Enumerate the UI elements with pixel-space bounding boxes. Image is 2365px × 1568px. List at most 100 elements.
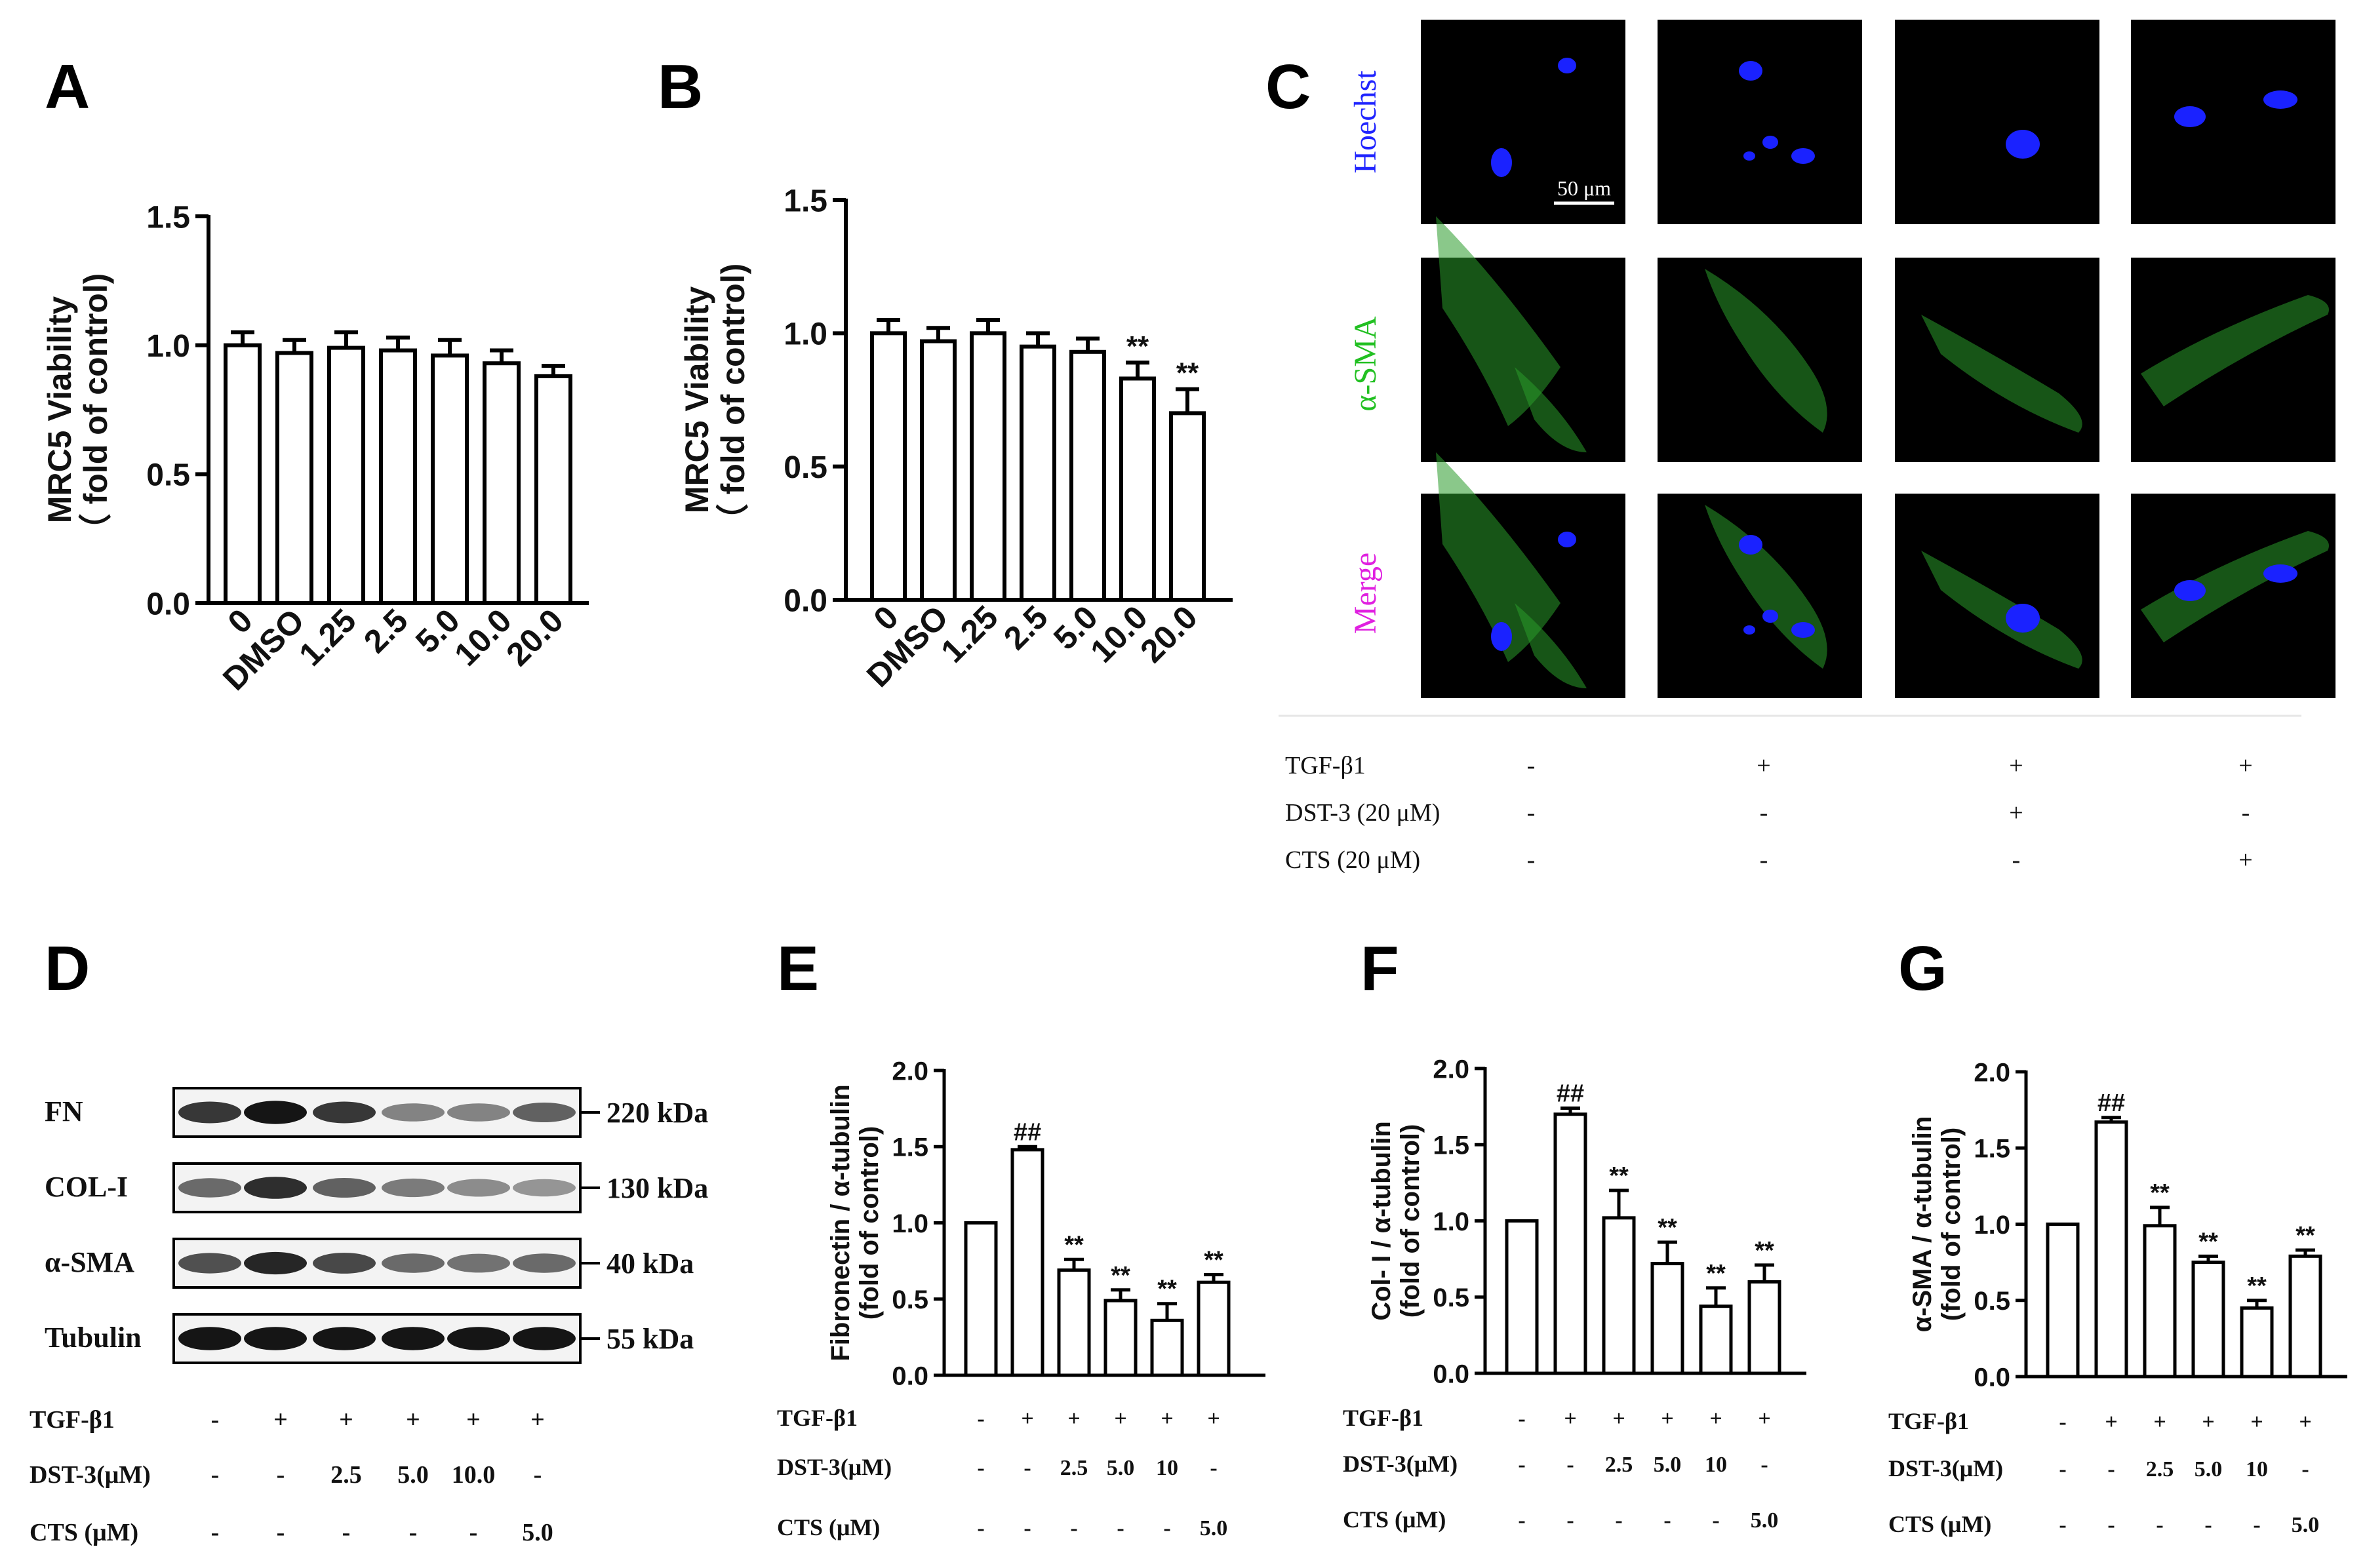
treatment-value: 2.5: [1605, 1453, 1633, 1477]
y-axis-label-unit: (fold of control): [855, 1126, 884, 1320]
treatment-value: +: [1161, 1407, 1173, 1431]
bar: [2288, 1254, 2322, 1379]
y-tick-label: 0.0: [1433, 1360, 1469, 1388]
x-category-label: 2.5: [357, 602, 415, 660]
x-category-label: 20.0: [1133, 598, 1204, 669]
protein-band: [382, 1103, 445, 1122]
panel-letter-e: E: [777, 933, 819, 1004]
protein-band: [447, 1179, 510, 1197]
treatment-label: CTS (μM): [1888, 1511, 1991, 1537]
significance-label: **: [2247, 1272, 2267, 1300]
treatment-value: -: [2242, 799, 2250, 827]
protein-band: [447, 1253, 510, 1273]
treatment-value: +: [1709, 1407, 1722, 1431]
panel-letter-b: B: [658, 52, 703, 122]
nucleus: [1762, 136, 1778, 149]
treatment-label: TGF-β1: [1285, 752, 1366, 779]
bar: [920, 339, 957, 602]
sma-fibre: [1436, 452, 1560, 662]
y-axis-label-unit: (fold of control): [1396, 1124, 1425, 1318]
significance-label: **: [1204, 1247, 1223, 1274]
treatment-value: 5.0: [1654, 1453, 1682, 1477]
y-tick-label: 0.5: [146, 458, 190, 493]
significance-label: **: [1176, 357, 1199, 389]
treatment-label: DST-3 (20 μM): [1285, 799, 1440, 827]
western-blot-panel-d: FN 220 kDa COL-I 130 kDa α-SMA 40 kDa Tubulin 5…: [30, 1087, 708, 1546]
treatment-value: -: [1760, 799, 1768, 827]
protein-band: [313, 1253, 376, 1274]
treatment-value: +: [339, 1406, 353, 1434]
y-tick-label: 1.5: [892, 1133, 928, 1162]
protein-band: [313, 1178, 376, 1198]
treatment-value: 10: [2246, 1457, 2268, 1481]
y-tick-label: 0.5: [784, 450, 827, 485]
micrograph-tile: [1658, 20, 1862, 224]
treatment-value: +: [1564, 1407, 1576, 1431]
y-tick-label: 1.5: [146, 200, 190, 235]
nucleus: [1743, 625, 1755, 635]
y-axis-label-unit: （ fold of control): [77, 273, 114, 547]
nucleus: [2006, 130, 2040, 159]
treatment-value: +: [1021, 1407, 1033, 1431]
protein-band: [244, 1177, 307, 1199]
sma-fibre: [1515, 367, 1587, 452]
treatment-value: -: [2012, 846, 2021, 874]
bar: [970, 331, 1006, 602]
significance-label: **: [1157, 1276, 1177, 1303]
significance-label: **: [2150, 1179, 2170, 1207]
y-tick-label: 0.5: [1433, 1284, 1469, 1312]
treatment-value: -: [2253, 1513, 2260, 1537]
y-tick-label: 1.5: [784, 184, 827, 218]
treatment-value: +: [1758, 1407, 1770, 1431]
treatment-value: -: [1712, 1508, 1719, 1533]
y-axis-label: α-SMA / α-tubulin: [1908, 1116, 1937, 1333]
treatment-value: +: [466, 1406, 481, 1434]
protein-band: [513, 1179, 576, 1197]
micrograph-tile: [2131, 20, 2335, 224]
bar: [275, 351, 313, 605]
bar: [2191, 1261, 2225, 1379]
y-tick-label: 1.0: [784, 317, 827, 352]
bar: [1553, 1112, 1587, 1375]
sma-fibre: [1705, 269, 1827, 433]
nucleus: [1791, 622, 1815, 638]
chart-panel-f: 0.0 0.5 1.0 1.5 2.0 ## ** ** ** ** Col- I / α-tubu…: [1343, 1055, 1806, 1533]
bar: [1747, 1280, 1781, 1375]
x-category-label: 10.0: [447, 602, 518, 673]
treatment-value: 10: [1705, 1453, 1727, 1477]
treatment-value: 5.0: [397, 1461, 429, 1489]
protein-band: [513, 1327, 576, 1350]
treatment-value: -: [1210, 1456, 1217, 1480]
y-axis-label: MRC5 Viability: [679, 286, 715, 514]
nucleus: [2263, 564, 2297, 583]
treatment-value: -: [1663, 1508, 1671, 1533]
treatment-value: -: [1566, 1453, 1574, 1477]
nucleus: [1558, 532, 1576, 547]
treatment-value: +: [530, 1406, 545, 1434]
treatment-value: -: [1760, 1453, 1768, 1477]
significance-label: **: [1755, 1237, 1774, 1264]
treatment-value: 10.0: [452, 1461, 496, 1489]
treatment-value: 5.0: [1107, 1456, 1135, 1480]
blot-strip: [172, 1087, 582, 1138]
sma-fibre: [1921, 315, 2082, 433]
treatment-value: -: [211, 1461, 220, 1489]
micrograph-tile: [1895, 20, 2099, 224]
chart-panel-b: 0.0 0.5 1.0 1.5 ** ** MRC5 Viability （ fold of …: [679, 184, 1233, 694]
protein-band: [447, 1103, 510, 1122]
bar: [1069, 349, 1106, 602]
treatment-value: -: [977, 1516, 984, 1540]
treatment-value: +: [2299, 1410, 2311, 1434]
bar: [327, 345, 365, 605]
y-axis-label: Fibronectin / α-tubulin: [826, 1084, 855, 1361]
nucleus: [1739, 535, 1762, 555]
significance-label: **: [1126, 330, 1149, 363]
treatment-value: -: [1566, 1508, 1574, 1533]
treatment-value: 5.0: [2292, 1513, 2320, 1537]
chart-panel-a: 0.0 0.5 1.0 1.5 MRC5 Viability （ fold of cont…: [41, 200, 589, 697]
treatment-label: TGF-β1: [30, 1406, 115, 1434]
treatment-label: CTS (20 μM): [1285, 846, 1420, 874]
nucleus: [2174, 580, 2206, 601]
y-tick-label: 1.5: [1974, 1135, 2010, 1164]
y-tick-label: 2.0: [1433, 1055, 1469, 1084]
